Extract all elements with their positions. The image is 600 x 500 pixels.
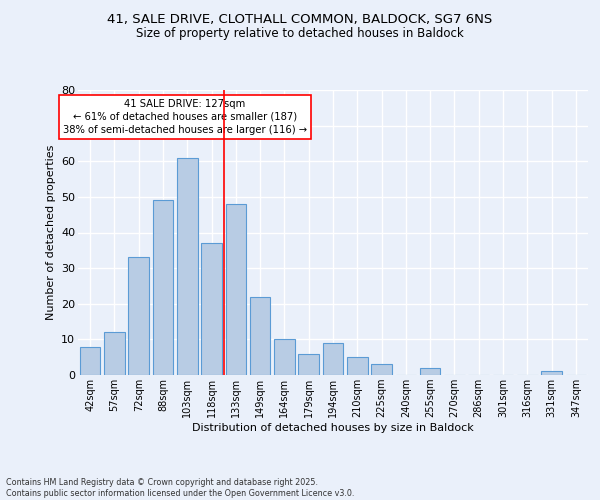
Bar — [420, 368, 440, 375]
Text: 41, SALE DRIVE, CLOTHALL COMMON, BALDOCK, SG7 6NS: 41, SALE DRIVE, CLOTHALL COMMON, BALDOCK… — [107, 12, 493, 26]
Bar — [80, 346, 100, 375]
Bar — [152, 200, 173, 375]
X-axis label: Distribution of detached houses by size in Baldock: Distribution of detached houses by size … — [192, 423, 474, 433]
Bar — [128, 258, 149, 375]
Bar — [201, 243, 222, 375]
Bar — [226, 204, 246, 375]
Text: Size of property relative to detached houses in Baldock: Size of property relative to detached ho… — [136, 28, 464, 40]
Text: 41 SALE DRIVE: 127sqm
← 61% of detached houses are smaller (187)
38% of semi-det: 41 SALE DRIVE: 127sqm ← 61% of detached … — [63, 98, 307, 135]
Bar — [250, 296, 271, 375]
Bar — [371, 364, 392, 375]
Bar — [541, 372, 562, 375]
Bar — [104, 332, 125, 375]
Bar — [274, 340, 295, 375]
Bar — [323, 343, 343, 375]
Text: Contains HM Land Registry data © Crown copyright and database right 2025.
Contai: Contains HM Land Registry data © Crown c… — [6, 478, 355, 498]
Bar — [298, 354, 319, 375]
Bar — [347, 357, 368, 375]
Bar — [177, 158, 197, 375]
Y-axis label: Number of detached properties: Number of detached properties — [46, 145, 56, 320]
